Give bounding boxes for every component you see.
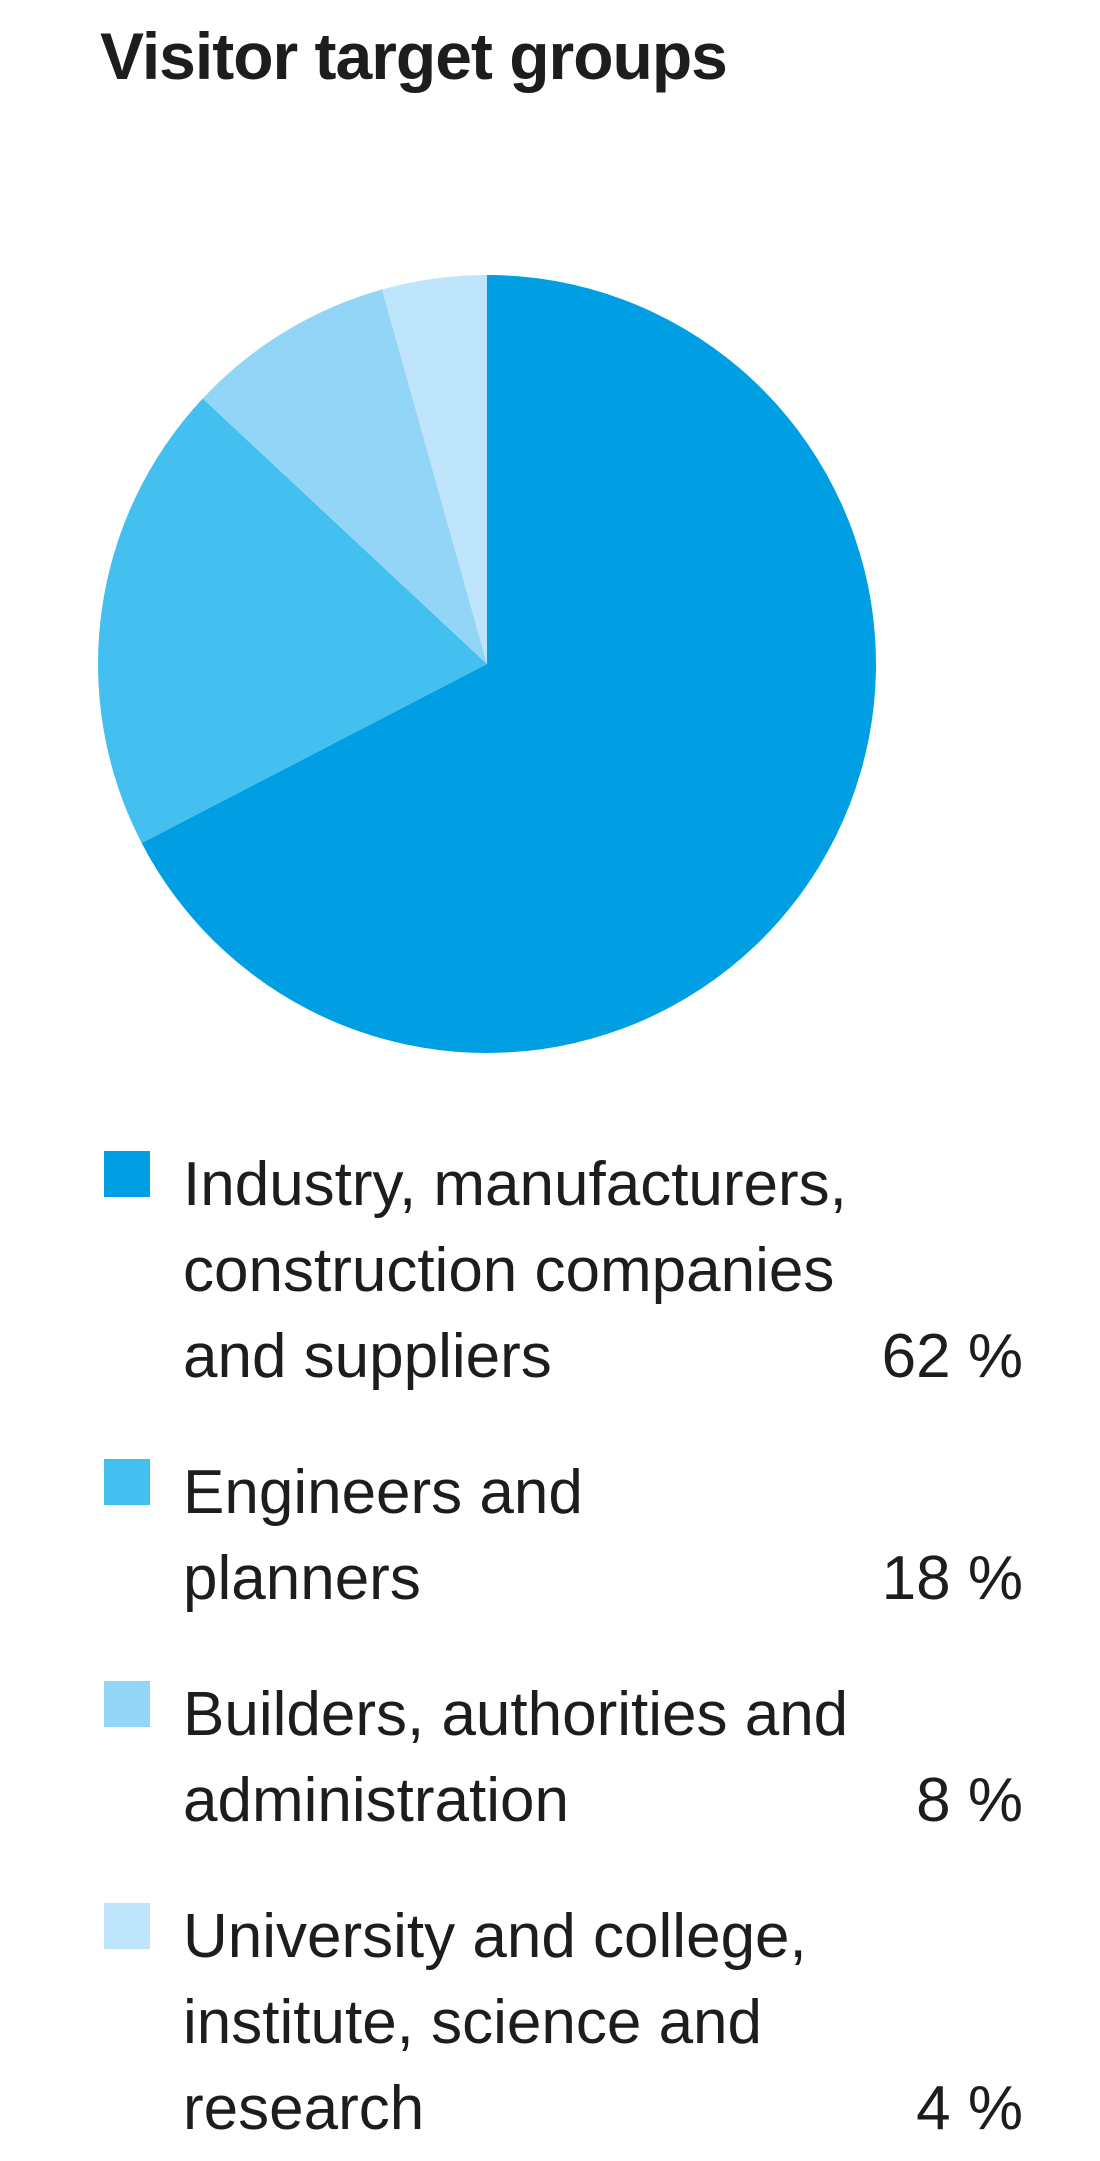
legend-label-line: construction companies bbox=[183, 1236, 835, 1305]
pie-chart bbox=[98, 275, 876, 1053]
legend-percent: 8 % bbox=[916, 1766, 1023, 1835]
legend-item-university: University and college, institute, scien… bbox=[104, 1894, 1023, 2152]
legend-swatch-builders bbox=[104, 1681, 150, 1727]
legend-label-line: University and college, bbox=[183, 1902, 807, 1971]
legend-label-line: research bbox=[183, 2074, 425, 2143]
legend-item-industry: Industry, manufacturers, construction co… bbox=[104, 1142, 1023, 1400]
pie-slice bbox=[141, 275, 876, 1053]
pie-chart-svg bbox=[98, 275, 876, 1053]
legend-label-line: and suppliers bbox=[183, 1322, 552, 1391]
legend-swatch-university bbox=[104, 1903, 150, 1949]
legend: Industry, manufacturers, construction co… bbox=[104, 1142, 1023, 2152]
legend-label-line: institute, science and bbox=[183, 1988, 763, 2057]
legend-item-engineers: Engineers and planners 18 % bbox=[104, 1450, 1023, 1622]
legend-swatch-engineers bbox=[104, 1459, 150, 1505]
legend-label-line: Industry, manufacturers, bbox=[183, 1150, 847, 1219]
pie-slice bbox=[98, 398, 487, 843]
chart-title: Visitor target groups bbox=[100, 19, 728, 93]
legend-label-line: Builders, authorities and bbox=[183, 1680, 849, 1749]
legend-swatch-industry bbox=[104, 1151, 150, 1197]
legend-label-line: planners bbox=[183, 1544, 421, 1613]
legend-label-line: Engineers and bbox=[183, 1458, 583, 1527]
pie-slice bbox=[382, 275, 487, 664]
legend-percent: 62 % bbox=[881, 1322, 1023, 1391]
legend-percent: 18 % bbox=[881, 1544, 1023, 1613]
legend-item-builders: Builders, authorities and administration… bbox=[104, 1672, 1023, 1844]
legend-percent: 4 % bbox=[916, 2074, 1023, 2143]
legend-label-line: administration bbox=[183, 1766, 569, 1835]
pie-slice bbox=[202, 289, 487, 664]
